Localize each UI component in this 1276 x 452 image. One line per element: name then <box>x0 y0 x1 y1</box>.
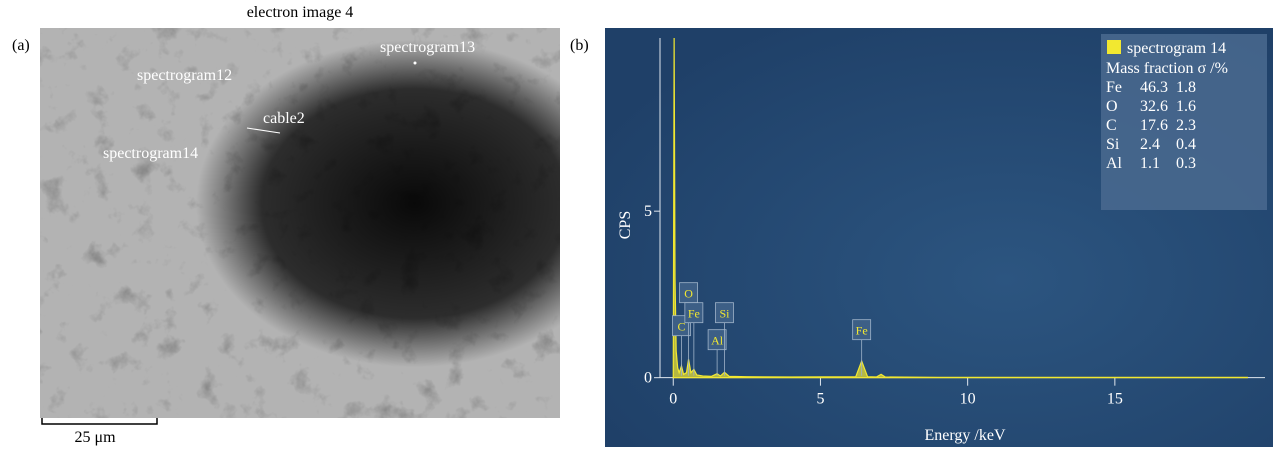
image-label: spectrogram12 <box>137 67 232 84</box>
table-cell: 2.4 <box>1140 136 1160 153</box>
peak-label: C <box>677 320 685 334</box>
scale-label: 25 μm <box>74 429 116 446</box>
peak-label: Si <box>719 307 730 321</box>
cable-line <box>246 127 281 134</box>
table-cell: Al <box>1106 155 1123 172</box>
image-label: spectrogram14 <box>103 145 198 162</box>
x-axis-label: Energy /keV <box>924 427 1005 444</box>
table-cell: C <box>1106 117 1117 134</box>
table-cell: O <box>1106 98 1118 115</box>
x-tick-label: 0 <box>669 391 677 408</box>
peak-label: Fe <box>688 307 700 321</box>
legend-label: spectrogram 14 <box>1127 40 1226 57</box>
legend: spectrogram 14 Mass fraction σ /% Fe 46.3… <box>1101 34 1267 210</box>
peak-label: Al <box>711 334 724 348</box>
spectrum <box>672 37 1248 379</box>
legend-box <box>1101 34 1267 210</box>
table: Fe 46.3 1.8 O 32.6 1.6 C 17.6 2.3 Si 2.4 0.4 Al 1.1 0.… <box>1106 79 1196 172</box>
table-header: Mass fraction σ /% <box>1106 60 1228 77</box>
y-tick-label: 5 <box>644 203 652 220</box>
table-cell: Fe <box>1106 79 1122 96</box>
image-label: cable2 <box>263 110 305 127</box>
table-cell: 17.6 <box>1140 117 1168 134</box>
y-axis-label: CPS <box>617 211 634 239</box>
panel-label: (a) <box>12 37 30 54</box>
table-cell: Si <box>1106 136 1120 153</box>
table-cell: 1.6 <box>1176 98 1196 115</box>
x-tick-label: 5 <box>816 391 824 408</box>
table-cell: 46.3 <box>1140 79 1168 96</box>
scale-bar <box>41 418 158 425</box>
table-cell: 1.1 <box>1140 155 1160 172</box>
point-marker <box>413 61 417 65</box>
sem-shadow <box>40 28 560 418</box>
table-cell: 0.3 <box>1176 155 1196 172</box>
image-title: electron image 4 <box>247 4 354 21</box>
peak-label: Fe <box>856 324 868 338</box>
panel-label: (b) <box>570 37 589 54</box>
image-label: spectrogram13 <box>380 39 475 56</box>
y-tick-label: 0 <box>644 370 652 387</box>
table-cell: 0.4 <box>1176 136 1196 153</box>
x-tick-label: 15 <box>1107 391 1123 408</box>
table-cell: 32.6 <box>1140 98 1168 115</box>
legend-swatch <box>1107 40 1121 54</box>
peak-label: O <box>684 287 693 301</box>
x-tick-label: 10 <box>960 391 976 408</box>
table-cell: 1.8 <box>1176 79 1196 96</box>
table-cell: 2.3 <box>1176 117 1196 134</box>
